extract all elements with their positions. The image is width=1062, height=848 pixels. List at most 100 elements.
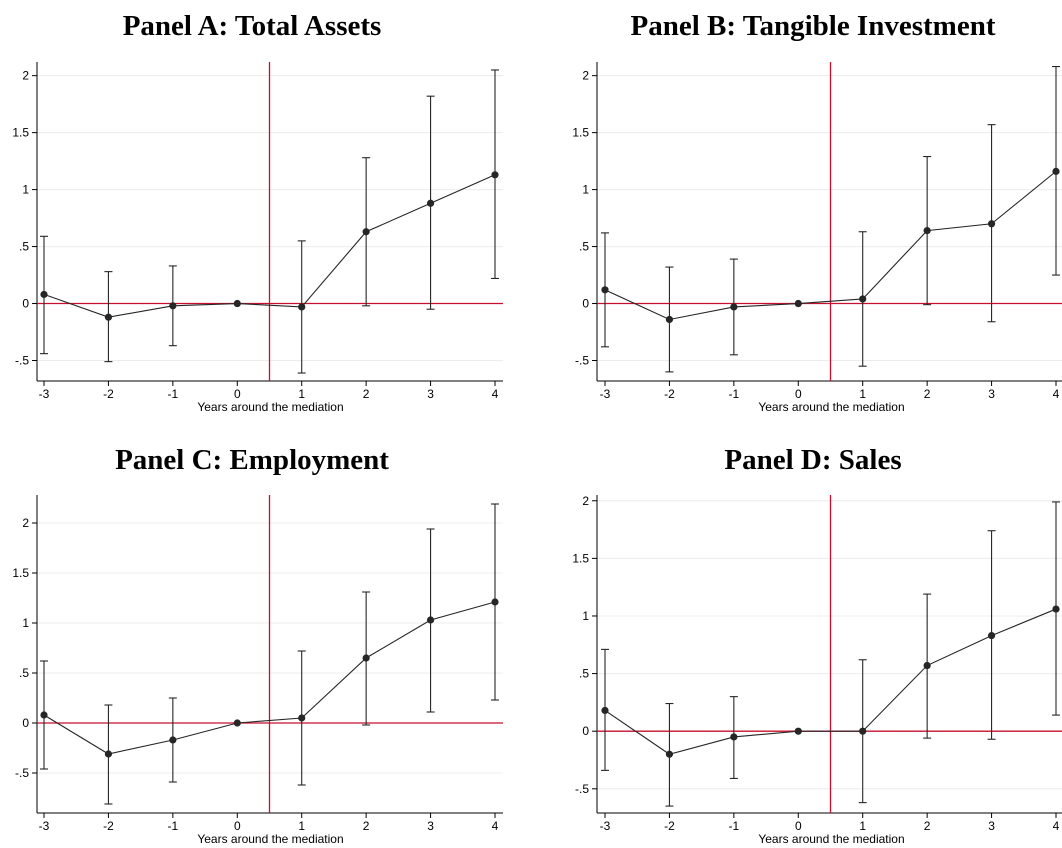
y-tick-label-b-5: 2 [582, 69, 589, 83]
data-point-c-1 [104, 750, 113, 758]
y-tick-label-c-2: .5 [19, 666, 29, 680]
y-tick-label-c-1: 0 [22, 716, 29, 730]
data-point-a-5 [362, 228, 370, 236]
x-tick-label-c-0: -3 [39, 819, 50, 833]
x-tick-label-d-0: -3 [600, 819, 611, 833]
x-tick-label-a-7: 4 [492, 387, 499, 401]
data-point-a-7 [491, 171, 499, 179]
x-tick-label-a-6: 3 [427, 387, 434, 401]
x-tick-label-b-2: -1 [729, 387, 740, 401]
x-tick-label-d-3: 0 [795, 819, 802, 833]
x-tick-label-b-4: 1 [859, 387, 866, 401]
panel-title-a: Panel A: Total Assets [122, 10, 382, 42]
data-point-b-2 [730, 303, 738, 311]
x-tick-label-b-1: -2 [664, 387, 675, 401]
data-point-d-5 [923, 661, 931, 670]
y-tick-label-c-5: 2 [22, 516, 29, 530]
y-tick-label-a-3: 1 [22, 183, 29, 197]
series-line-d [604, 608, 1057, 755]
data-point-b-6 [987, 220, 996, 228]
x-tick-label-d-1: -2 [664, 819, 675, 833]
data-point-a-2 [169, 302, 177, 310]
x-axis-title-b: Years around the mediation [758, 400, 904, 414]
x-tick-label-a-3: 0 [234, 387, 241, 401]
x-axis-title-d: Years around the mediation [758, 832, 904, 846]
panel-title-b: Panel B: Tangible Investment [630, 10, 996, 42]
y-tick-label-d-1: 0 [582, 724, 589, 738]
x-tick-label-c-7: 4 [492, 819, 499, 833]
x-tick-label-b-3: 0 [795, 387, 802, 401]
x-tick-label-d-6: 3 [988, 819, 995, 833]
y-tick-label-d-0: -.5 [575, 782, 589, 796]
data-point-d-7 [1052, 605, 1060, 613]
x-tick-label-a-2: -1 [168, 387, 179, 401]
y-tick-label-b-0: -.5 [575, 353, 589, 367]
panel-title-d: Panel D: Sales [724, 444, 902, 476]
y-tick-label-d-4: 1.5 [572, 551, 589, 565]
x-tick-label-a-4: 1 [298, 387, 305, 401]
y-tick-label-c-0: -.5 [15, 766, 29, 780]
y-tick-label-d-2: .5 [579, 667, 589, 681]
data-point-d-0 [601, 706, 609, 715]
x-tick-label-d-4: 1 [859, 819, 866, 833]
data-point-b-0 [601, 286, 609, 294]
x-tick-label-b-5: 2 [924, 387, 931, 401]
data-point-a-6 [426, 199, 435, 207]
data-point-c-6 [426, 616, 435, 624]
data-point-c-7 [491, 598, 499, 606]
x-tick-label-d-2: -1 [729, 819, 740, 833]
x-tick-label-a-5: 2 [363, 387, 370, 401]
series-line-b [604, 170, 1057, 321]
x-tick-label-b-6: 3 [988, 387, 995, 401]
y-tick-label-d-3: 1 [582, 609, 589, 623]
y-tick-label-b-1: 0 [582, 297, 589, 311]
y-tick-label-b-3: 1 [582, 183, 589, 197]
x-tick-label-d-5: 2 [924, 819, 931, 833]
data-point-d-3 [794, 727, 802, 735]
data-point-b-4 [859, 295, 867, 303]
data-point-a-1 [104, 313, 113, 321]
data-point-c-0 [40, 711, 48, 719]
data-point-b-1 [665, 315, 674, 324]
y-tick-label-c-3: 1 [22, 616, 29, 630]
data-point-c-2 [169, 736, 177, 744]
data-point-a-4 [298, 303, 306, 311]
data-point-c-5 [362, 654, 370, 662]
y-tick-label-a-4: 1.5 [12, 126, 29, 140]
y-tick-label-a-2: .5 [19, 240, 29, 254]
data-point-a-0 [40, 290, 48, 299]
data-point-b-3 [794, 299, 802, 308]
x-tick-label-a-1: -2 [103, 387, 114, 401]
panel-title-c: Panel C: Employment [115, 444, 389, 476]
x-tick-label-d-7: 4 [1053, 819, 1060, 833]
series-line-a [43, 174, 496, 318]
data-point-b-5 [923, 227, 931, 235]
y-tick-label-a-1: 0 [22, 297, 29, 311]
y-tick-label-a-5: 2 [22, 69, 29, 83]
y-tick-label-b-2: .5 [579, 240, 589, 254]
x-tick-label-c-2: -1 [168, 819, 179, 833]
data-point-d-2 [730, 733, 738, 741]
x-axis-title-c: Years around the mediation [197, 832, 343, 846]
data-point-a-3 [233, 299, 241, 308]
x-axis-title-a: Years around the mediation [197, 400, 343, 414]
data-point-d-6 [987, 631, 996, 640]
y-tick-label-c-4: 1.5 [12, 566, 29, 580]
y-tick-label-a-0: -.5 [15, 353, 29, 367]
x-tick-label-c-5: 2 [363, 819, 370, 833]
x-tick-label-c-6: 3 [427, 819, 434, 833]
x-tick-label-c-3: 0 [234, 819, 241, 833]
x-tick-label-c-4: 1 [298, 819, 305, 833]
x-tick-label-c-1: -2 [103, 819, 114, 833]
x-tick-label-a-0: -3 [39, 387, 50, 401]
y-tick-label-b-4: 1.5 [572, 126, 589, 140]
data-point-d-4 [859, 727, 867, 735]
data-point-c-4 [298, 714, 306, 722]
data-point-d-1 [665, 750, 674, 758]
x-tick-label-b-0: -3 [600, 387, 611, 401]
data-point-c-3 [233, 719, 241, 727]
data-point-b-7 [1052, 167, 1060, 175]
y-tick-label-d-5: 2 [582, 494, 589, 508]
series-line-c [43, 601, 496, 755]
